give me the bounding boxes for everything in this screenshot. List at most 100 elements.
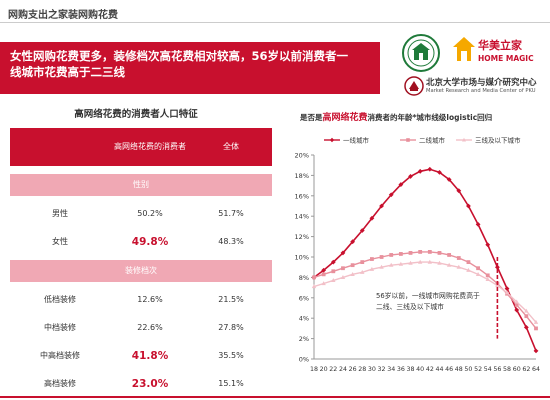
series-1-point (350, 239, 356, 245)
series-2-point (341, 266, 345, 271)
row-all-value: 51.7% (218, 209, 244, 218)
series-2-point (456, 256, 461, 260)
series-3-point (475, 271, 481, 276)
row-high-value: 22.6% (137, 323, 163, 332)
y-tick-label: 10% (295, 254, 309, 262)
series-1-point (427, 166, 433, 172)
row-all-value: 27.8% (218, 323, 244, 332)
series-3-point (524, 308, 529, 313)
series-1-point (330, 259, 336, 265)
series-3-point (514, 299, 519, 304)
series-3-point (533, 319, 539, 324)
row-label: 高档装修 (44, 379, 76, 388)
logistic-line-chart: 0% 2% 4% 6% 8% 10% 12% 14% 16% 18% 20% 18 20 22 24 26 28… (295, 136, 540, 374)
y-tick-label: 2% (299, 335, 309, 343)
footer-divider (0, 396, 550, 398)
table-row: 低档装修 12.6% 21.5% (10, 290, 272, 310)
series-3-point (466, 267, 471, 272)
x-tick-label: 40 (416, 366, 424, 373)
chart-title-suffix: 消费者的年龄*城市线级logistic回归 (367, 113, 493, 122)
x-tick-label: 34 (387, 366, 395, 373)
series-2-point (437, 251, 442, 255)
row-all-value: 21.5% (218, 295, 244, 304)
series-1-point (388, 192, 394, 198)
series-1-point (340, 250, 346, 256)
row-high-value: 41.8% (131, 350, 169, 362)
table-title: 高网络花费的消费者人口特征 (74, 109, 198, 120)
series-1-point (533, 348, 539, 354)
row-all-value: 48.3% (218, 237, 244, 246)
table-header-row: 高网络花费的消费者 全体 (10, 128, 272, 166)
row-label: 女性 (52, 237, 68, 246)
section-label: 装修档次 (125, 266, 157, 275)
series-1-point (446, 177, 452, 182)
y-tick-label: 4% (299, 315, 309, 323)
series-1-point (456, 188, 462, 194)
series-2-point (514, 303, 519, 307)
row-label: 中高档装修 (40, 351, 80, 360)
series-3-point (311, 284, 317, 289)
series-1-point (494, 264, 500, 270)
table-row: 中档装修 22.6% 27.8% (10, 318, 272, 338)
series-2-point (408, 251, 413, 255)
legend-label-1: 一线城市 (343, 136, 370, 145)
pku-name-en: Market Research and Media Center of PKU (426, 88, 536, 94)
x-tick-label: 30 (368, 366, 376, 373)
y-tick-label: 16% (295, 192, 309, 200)
series-2-point (321, 272, 326, 277)
series-line-1 (313, 168, 537, 352)
home-magic-en: HOME MAGIC (478, 54, 534, 63)
y-tick-label: 14% (295, 213, 309, 221)
chart-title-prefix: 是否是 (300, 113, 323, 122)
y-tick-label: 20% (295, 152, 309, 160)
series-3-point (417, 259, 423, 264)
series-1-point (514, 307, 520, 313)
series-1-point (437, 169, 442, 175)
x-tick-label: 44 (435, 366, 443, 373)
series-2-point (331, 269, 336, 274)
x-tick-label: 54 (484, 366, 492, 373)
series-1-point (408, 174, 413, 179)
chart-annotation-line-2: 二线、三线及以下城市 (376, 302, 444, 311)
series-3-point (504, 290, 510, 295)
x-tick-label: 46 (445, 366, 453, 373)
series-3-point (369, 266, 375, 271)
series-2-point (389, 253, 394, 257)
row-label: 中档装修 (44, 323, 76, 332)
y-tick-label: 6% (299, 294, 309, 302)
x-tick-label: 58 (503, 366, 511, 373)
series-3-point (321, 281, 326, 286)
row-high-value: 49.8% (131, 236, 169, 248)
header-divider (0, 22, 550, 23)
series-2-point (466, 260, 471, 264)
series-3-point (350, 271, 355, 276)
series-3-point (379, 264, 384, 269)
x-tick-label: 60 (513, 366, 521, 373)
series-3-point (485, 277, 490, 282)
seal-logo-icon (402, 34, 440, 72)
headline-line-2: 线城市花费高于二三线 (10, 65, 125, 79)
table-row: 女性 49.8% 48.3% (10, 232, 272, 252)
x-tick-label: 26 (349, 366, 357, 373)
series-1-point (321, 267, 327, 273)
series-1-point (369, 215, 375, 221)
series-1-point (359, 228, 365, 233)
series-1-point (485, 242, 491, 248)
series-2-point (524, 314, 529, 319)
home-magic-cn: 华美立家 (478, 39, 522, 52)
headline-line-1: 女性网购花费更多，装修档次高花费相对较高，56岁以前消费者一 (10, 49, 348, 63)
x-tick-label: 52 (474, 366, 482, 373)
x-tick-label: 50 (464, 366, 472, 373)
series-2-point (370, 257, 374, 261)
series-3-point (427, 259, 433, 264)
series-3-point (408, 260, 413, 265)
page-header-title: 网购支出之家装网购花费 (8, 10, 118, 21)
series-3-point (495, 283, 500, 288)
series-1-point (466, 203, 471, 209)
x-tick-label: 48 (455, 366, 463, 373)
x-tick-label: 42 (426, 366, 434, 373)
table-row: 高档装修 23.0% 15.1% (10, 374, 272, 394)
chart-annotation-line-1: 56岁以前，一线城市网购花费高于 (376, 291, 480, 300)
series-2-point (447, 253, 452, 257)
series-3-point (340, 275, 346, 279)
